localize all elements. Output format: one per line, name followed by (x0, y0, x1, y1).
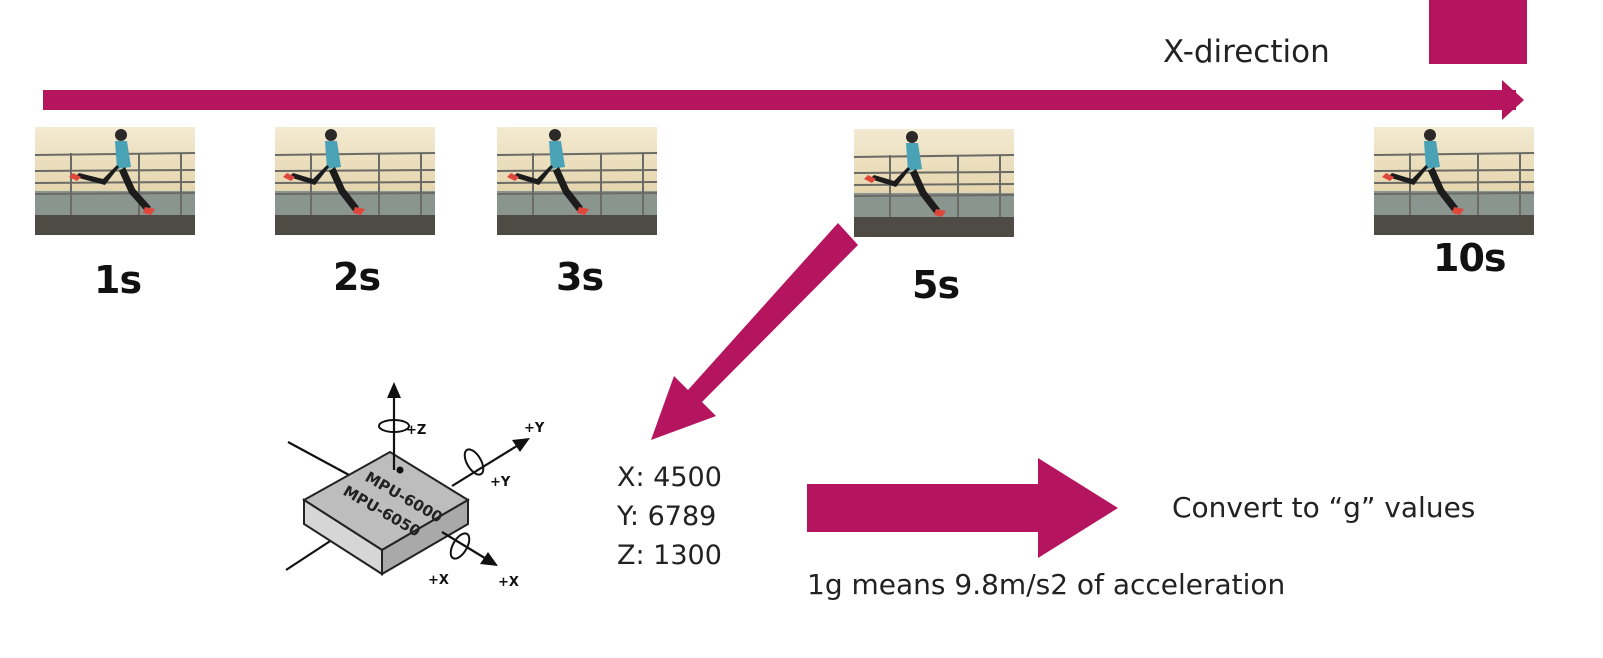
runner-photo-icon (1374, 127, 1534, 235)
axis-label-x-rot: +X (428, 573, 449, 588)
runner-photo-icon (275, 127, 435, 235)
convert-label: Convert to “g” values (1172, 491, 1476, 524)
runner-frame-2 (275, 127, 435, 235)
runner-frame-4 (854, 129, 1014, 237)
reading-x: X: 4500 (617, 462, 722, 493)
axis-label-z: +Z (406, 423, 426, 438)
runner-photo-icon (35, 127, 195, 235)
time-label-10: 10s (1433, 236, 1506, 280)
reading-y: Y: 6789 (617, 501, 717, 532)
axis-label-y-rot: +Y (490, 475, 511, 490)
runner-photo-icon (854, 129, 1014, 237)
corner-accent-block (1429, 0, 1527, 64)
reading-z: Z: 1300 (617, 540, 722, 571)
time-label-2: 2s (333, 255, 381, 299)
conversion-note: 1g means 9.8m/s2 of acceleration (807, 568, 1286, 601)
time-label-3: 3s (556, 255, 604, 299)
timeline-arrow (43, 80, 1524, 120)
runner-frame-5 (1374, 127, 1534, 235)
time-label-1: 1s (94, 258, 142, 302)
z-rotation-icon (378, 419, 410, 433)
axis-label-y: +Y (524, 421, 545, 436)
runner-frame-3 (497, 127, 657, 235)
runner-photo-icon (497, 127, 657, 235)
mpu-sensor-diagram: MPU-6000 MPU-6050 +Z +Y +Y +X +X (285, 382, 545, 590)
time-label-5: 5s (912, 263, 960, 307)
y-rotation-icon (463, 448, 485, 476)
direction-label: X-direction (1163, 34, 1330, 70)
runner-frame-1 (35, 127, 195, 235)
axis-label-x: +X (498, 575, 519, 590)
x-rotation-icon (449, 532, 471, 560)
